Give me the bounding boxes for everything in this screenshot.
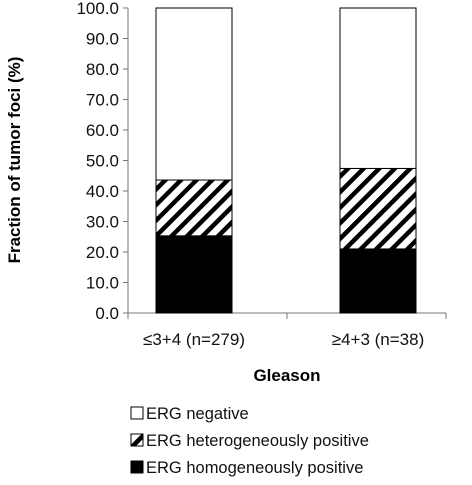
x-tick-label: ≥4+3 (n=38) [332,330,425,349]
y-tick-label: 60.0 [86,121,119,140]
bar-segment-erg-negative [339,7,417,169]
bar-segment-erg-heterogeneously-positive [155,179,233,237]
bar-segment-erg-homogeneously-positive [155,235,233,314]
legend: ERG negative ERG heterogeneously positive… [130,405,369,477]
plot-area: 0.0 10.0 20.0 30.0 40.0 50.0 60.0 70.0 80.0 90.0 1… [76,0,447,349]
y-tick-label: 80.0 [86,60,119,79]
y-axis-title: Fraction of tumor foci (%) [5,57,24,264]
y-tick-label: 40.0 [86,182,119,201]
bar-segment-erg-homogeneously-positive [339,248,417,314]
bar-segment-erg-negative [155,7,233,181]
legend-label: ERG homogeneously positive [146,459,363,477]
x-axis-title: Gleason [253,366,320,385]
y-tick-label: 90.0 [86,30,119,49]
x-tick-label: ≤3+4 (n=279) [143,330,245,349]
legend-label: ERG negative [146,405,249,423]
legend-swatch [130,406,144,420]
y-tick-label: 30.0 [86,213,119,232]
legend-label: ERG heterogeneously positive [146,432,369,450]
y-tick-label: 50.0 [86,152,119,171]
legend-swatch [130,460,144,474]
y-tick-label: 70.0 [86,91,119,110]
legend-swatch [130,433,144,447]
y-tick-label: 0.0 [95,304,119,323]
bar-segment-erg-heterogeneously-positive [339,167,417,250]
y-tick-label: 20.0 [86,243,119,262]
y-tick-label: 10.0 [86,274,119,293]
y-tick-label: 100.0 [76,0,119,18]
